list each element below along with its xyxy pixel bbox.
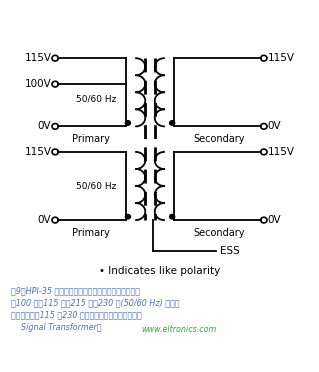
Text: 电压，并提供115 或230 伏的输出电压。（图片来源：: 电压，并提供115 或230 伏的输出电压。（图片来源： (11, 311, 142, 320)
Text: 50/60 Hz: 50/60 Hz (77, 182, 117, 190)
Text: www.eltronics.com: www.eltronics.com (141, 326, 216, 334)
Text: 115V: 115V (24, 53, 51, 63)
Text: 受100 伏、115 伏、215 伏和230 伏(50/60 Hz) 的输入: 受100 伏、115 伏、215 伏和230 伏(50/60 Hz) 的输入 (11, 299, 179, 308)
Text: • Indicates like polarity: • Indicates like polarity (99, 266, 220, 276)
Circle shape (170, 214, 175, 219)
Text: 115V: 115V (268, 53, 295, 63)
Circle shape (170, 121, 175, 125)
Text: 100V: 100V (25, 79, 51, 89)
Circle shape (125, 121, 130, 125)
Text: 0V: 0V (268, 121, 281, 131)
Text: Signal Transformer）: Signal Transformer） (11, 323, 101, 331)
Text: 图9：HPI-35 的多抽头、分体式初级和次级绕组能够承: 图9：HPI-35 的多抽头、分体式初级和次级绕组能够承 (11, 287, 140, 296)
Text: 0V: 0V (38, 215, 51, 225)
Text: 115V: 115V (268, 147, 295, 157)
Text: Primary: Primary (72, 134, 110, 144)
Text: 50/60 Hz: 50/60 Hz (77, 94, 117, 103)
Text: ESS: ESS (220, 246, 240, 256)
Text: 115V: 115V (24, 147, 51, 157)
Text: 0V: 0V (38, 121, 51, 131)
Text: Secondary: Secondary (193, 134, 245, 144)
Text: Secondary: Secondary (193, 228, 245, 238)
Text: 0V: 0V (268, 215, 281, 225)
Circle shape (125, 214, 130, 219)
Text: Primary: Primary (72, 228, 110, 238)
